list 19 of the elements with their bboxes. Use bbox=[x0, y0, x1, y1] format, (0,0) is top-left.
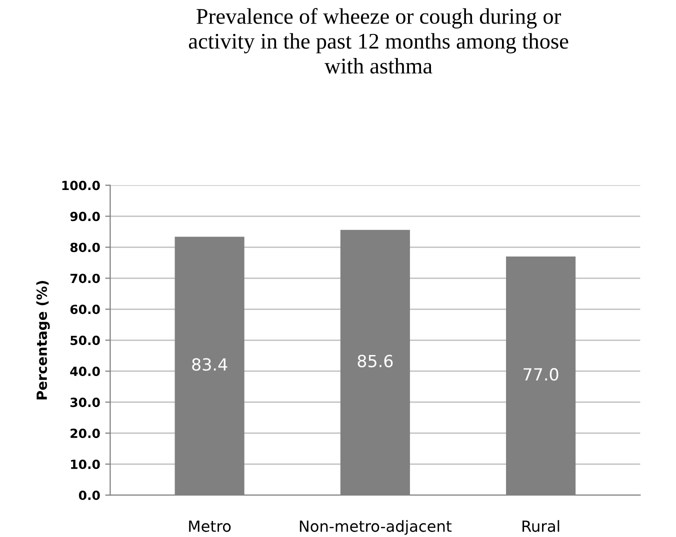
data-label: 85.6 bbox=[358, 354, 393, 368]
y-tick-label: 0.0 bbox=[78, 490, 100, 500]
y-tick-label: 20.0 bbox=[70, 428, 100, 438]
x-tick-label: Metro bbox=[189, 520, 231, 532]
y-tick-label: 40.0 bbox=[70, 366, 100, 376]
y-tick-label: 10.0 bbox=[71, 460, 100, 470]
y-tick-label: 50.0 bbox=[70, 336, 100, 346]
y-tick-label: 100.0 bbox=[62, 180, 100, 190]
y-tick-label: 70.0 bbox=[70, 274, 100, 284]
chart-title: Prevalence of wheeze or cough during or activity in the past 12 months among those with asthma bbox=[188, 8, 568, 74]
x-tick-label: Rural bbox=[522, 520, 560, 532]
y-axis-title: Percentage (%) bbox=[36, 280, 50, 400]
y-tick-label: 30.0 bbox=[70, 398, 100, 408]
y-tick-label: 80.0 bbox=[70, 242, 100, 252]
y-tick-label: 90.0 bbox=[70, 212, 100, 222]
data-label: 77.0 bbox=[524, 368, 558, 381]
y-tick-label: 60.0 bbox=[70, 304, 100, 314]
x-tick-label: Non-metro-adjacent bbox=[300, 520, 452, 535]
data-label: 83.4 bbox=[192, 358, 228, 371]
